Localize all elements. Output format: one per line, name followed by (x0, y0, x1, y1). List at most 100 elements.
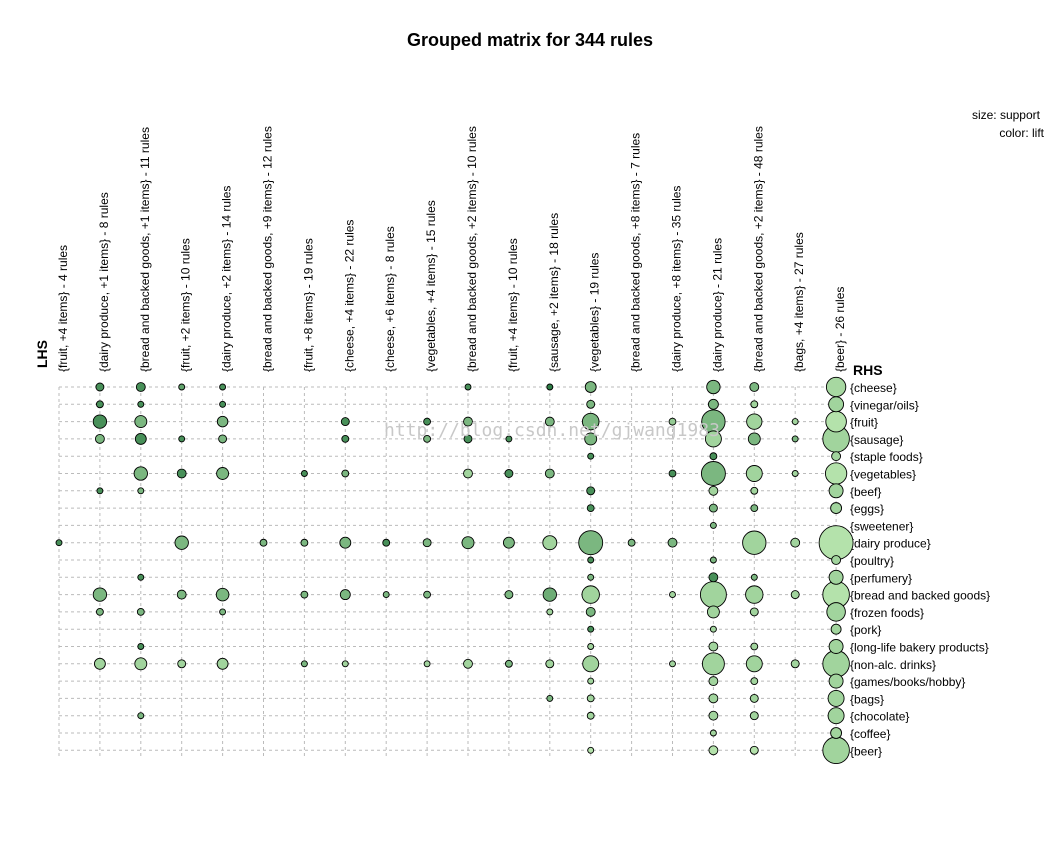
rule-bubble (135, 382, 146, 392)
rule-bubble (791, 418, 799, 426)
lhs-group-label: {dairy produce, +1 items} - 8 rules (97, 192, 111, 372)
lhs-group-label: {bread and backed goods, +1 items} - 11 … (138, 127, 152, 372)
lhs-group-label: {bread and backed goods, +2 items} - 48 … (751, 126, 765, 372)
rule-bubble (708, 676, 719, 687)
rule-bubble (586, 399, 596, 409)
lhs-group-label: {vegetables} - 19 rules (588, 253, 602, 372)
rhs-item-label: {perfumery} (850, 571, 912, 585)
rule-bubble (341, 469, 350, 478)
rule-bubble (95, 382, 105, 392)
rule-bubble (300, 538, 309, 547)
rhs-item-label: {vegetables} (850, 468, 916, 482)
rule-bubble (463, 658, 473, 669)
rule-bubble (701, 652, 725, 676)
rule-bubble (504, 590, 514, 600)
rule-bubble (176, 589, 187, 600)
rule-bubble (827, 689, 845, 707)
rule-bubble (667, 537, 678, 548)
rule-bubble (749, 693, 759, 703)
rule-bubble (707, 398, 719, 410)
rule-bubbles (55, 376, 854, 765)
rule-bubble (216, 657, 229, 670)
rule-bubble (587, 677, 595, 685)
rule-bubble (137, 573, 145, 581)
rule-bubble (790, 659, 800, 669)
rule-bubble (831, 451, 842, 462)
rule-bubble (461, 536, 475, 550)
rule-bubble (822, 650, 850, 678)
rule-bubble (708, 693, 719, 704)
rule-bubble (542, 587, 557, 602)
rule-bubble (504, 659, 513, 668)
rule-bubble (137, 487, 145, 495)
rhs-item-label: {bags} (850, 692, 884, 706)
rule-bubble (749, 745, 759, 755)
rule-bubble (134, 657, 148, 671)
rule-bubble (542, 535, 558, 551)
rule-bubble (586, 504, 595, 513)
rule-bubble (578, 530, 604, 556)
rhs-item-label: {fruit} (850, 416, 878, 430)
rule-bubble (750, 642, 759, 651)
rhs-item-labels: {cheese} {vinegar/oils} {fruit} {sausage} {s… (850, 381, 990, 758)
rule-bubble (668, 417, 677, 426)
rhs-item-label: {staple foods} (850, 450, 923, 464)
rule-bubble (709, 729, 717, 737)
rule-bubble (584, 432, 598, 446)
rule-bubble (750, 504, 759, 513)
lhs-group-label: {bags, +4 items} - 27 rules (792, 232, 806, 372)
lhs-group-label: {dairy produce} - 21 rules (710, 238, 724, 372)
rule-bubble (422, 538, 432, 548)
rule-bubble (749, 607, 759, 617)
rule-bubble (581, 412, 600, 431)
rhs-item-label: {sausage} (850, 433, 903, 447)
rule-bubble (827, 707, 845, 725)
rule-bubble (830, 727, 843, 739)
rule-bubble (742, 530, 767, 555)
chart-title: Grouped matrix for 344 rules (407, 30, 653, 50)
rule-bubble (745, 655, 763, 673)
rhs-item-label: {games/books/hobby} (850, 675, 965, 689)
rule-bubble (133, 466, 148, 481)
rule-bubble (464, 383, 472, 391)
rhs-item-label: {cheese} (850, 381, 897, 395)
rule-bubble (746, 413, 763, 430)
rule-bubble (587, 573, 595, 581)
rule-bubble (828, 483, 844, 499)
lhs-group-label: {beer} - 26 rules (833, 287, 847, 372)
rhs-item-label: {frozen foods} (850, 606, 924, 620)
rule-bubble (584, 381, 597, 393)
rhs-item-label: {vinegar/oils} (850, 398, 919, 412)
rule-bubble (709, 521, 717, 529)
rule-bubble (92, 587, 108, 602)
rule-bubble (627, 538, 636, 547)
rhs-item-label: {long-life bakery products} (850, 641, 989, 655)
rule-bubble (828, 569, 844, 585)
rule-bubble (586, 711, 595, 720)
lhs-group-label: {fruit, +4 items} - 4 rules (56, 245, 70, 372)
rhs-item-label: {chocolate} (850, 710, 909, 724)
rule-bubble (216, 467, 230, 480)
rule-bubble (176, 468, 187, 479)
lhs-group-label: {bread and backed goods, +2 items} - 10 … (465, 126, 479, 372)
lhs-group-label: {vegetables, +4 items} - 15 rules (424, 200, 438, 372)
rhs-item-label: {non-alc. drinks} (850, 658, 936, 672)
legend-color: color: lift (999, 126, 1044, 140)
rule-bubble (826, 602, 846, 622)
rule-bubble (546, 694, 554, 702)
rule-bubble (830, 502, 843, 515)
rule-bubble (502, 536, 515, 549)
rule-bubble (215, 587, 230, 602)
rule-bubble (750, 486, 759, 495)
rule-bubble (706, 379, 721, 395)
rhs-item-label: {beef} (850, 485, 881, 499)
rule-bubble (704, 430, 722, 448)
lhs-axis-label: LHS (34, 340, 50, 368)
rule-bubble (708, 572, 719, 583)
rule-bubble (585, 606, 596, 617)
rule-bubble (828, 396, 845, 413)
rule-bubble (423, 434, 432, 443)
rule-bubble (587, 746, 595, 754)
rule-bubble (708, 485, 719, 496)
